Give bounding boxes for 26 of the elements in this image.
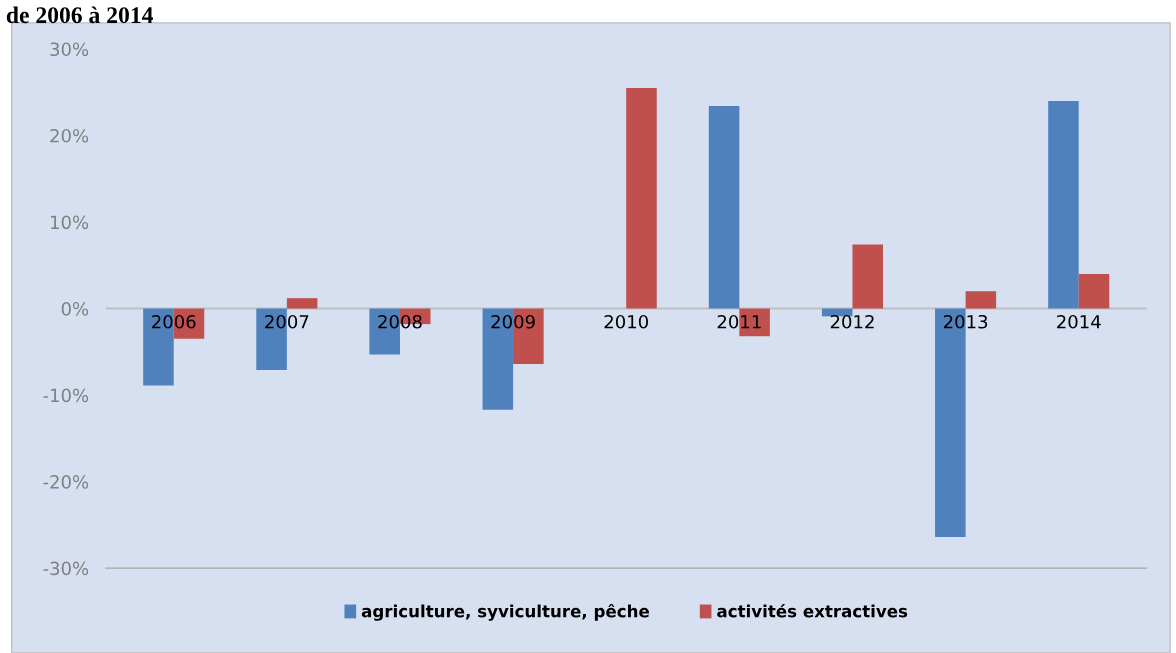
y-tick-label: -20% (43, 475, 89, 489)
bar (708, 106, 740, 309)
y-tick-label: -30% (43, 561, 89, 576)
x-tick-label: 2009 (491, 314, 535, 329)
y-tick-label: 20% (50, 128, 89, 143)
y-tick-label: 0% (61, 302, 89, 316)
y-tick-label: -10% (43, 388, 89, 403)
legend-label: agriculture, syviculture, pêche (361, 603, 649, 621)
bar (965, 291, 997, 309)
x-tick-label: 2011 (717, 314, 761, 329)
x-tick-label: 2008 (378, 314, 422, 329)
y-tick-label: 30% (50, 42, 89, 57)
bar (286, 298, 318, 309)
bar (626, 87, 657, 309)
chart-title: de 2006 à 2014 (6, 6, 154, 24)
x-tick-label: 2006 (152, 314, 196, 329)
x-tick-label: 2010 (604, 314, 648, 329)
x-tick-label: 2007 (265, 314, 309, 329)
bar (852, 244, 884, 309)
legend-label: activités extractives (717, 603, 908, 618)
x-tick-label: 2012 (830, 314, 874, 329)
bar (1048, 100, 1079, 309)
x-tick-label: 2014 (1057, 314, 1101, 329)
bar (1078, 273, 1110, 309)
y-tick-label: 10% (51, 215, 89, 230)
x-tick-label: 2013 (943, 314, 988, 329)
